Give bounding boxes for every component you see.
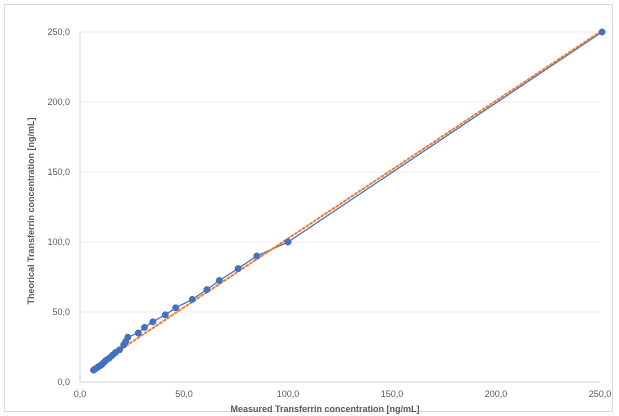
- x-tick-label: 50,0: [175, 389, 193, 399]
- x-axis-tick-labels: 0,0 50,0 100,0 150,0 200,0 250,0: [74, 389, 612, 399]
- data-point: [203, 286, 211, 294]
- y-tick-label: 50,0: [52, 307, 70, 317]
- data-point: [172, 304, 180, 312]
- data-point: [149, 318, 157, 326]
- data-point: [134, 329, 142, 337]
- data-series: [90, 28, 606, 374]
- axes: [79, 32, 600, 383]
- trendline: [91, 29, 604, 369]
- y-tick-label: 100,0: [47, 237, 70, 247]
- x-tick-label: 250,0: [589, 389, 612, 399]
- data-point: [234, 265, 242, 273]
- data-point: [161, 311, 169, 319]
- data-point: [116, 346, 123, 354]
- series-line: [93, 31, 603, 371]
- x-tick-label: 0,0: [74, 389, 87, 399]
- gridlines: [80, 31, 600, 313]
- data-point: [253, 252, 261, 260]
- data-point: [215, 277, 223, 284]
- x-axis-title: Measured Transferrin concentration [ng/m…: [230, 404, 419, 414]
- y-tick-label: 200,0: [47, 97, 70, 107]
- data-point: [598, 28, 606, 36]
- x-tick-label: 150,0: [381, 389, 404, 399]
- x-tick-label: 100,0: [277, 389, 300, 399]
- x-tick-label: 200,0: [485, 389, 508, 399]
- chart-frame: [4, 4, 613, 412]
- data-point: [188, 295, 196, 303]
- y-tick-label: 150,0: [47, 167, 70, 177]
- data-point: [124, 333, 132, 341]
- data-point: [141, 323, 148, 331]
- data-point: [284, 238, 292, 246]
- y-tick-label: 0,0: [57, 377, 70, 387]
- y-axis-tick-labels: 0,0 50,0 100,0 150,0 200,0 250,0: [47, 27, 70, 387]
- y-tick-label: 250,0: [47, 27, 70, 37]
- y-axis-title: Theorical Transferrin concentration [ng/…: [26, 117, 36, 304]
